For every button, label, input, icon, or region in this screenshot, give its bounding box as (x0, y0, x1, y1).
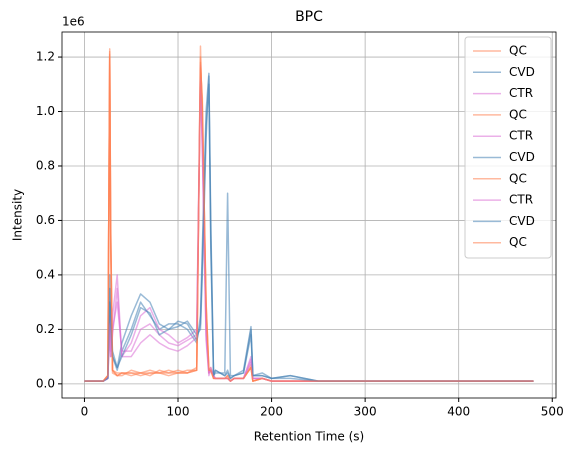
y-tick-label: 0.6 (36, 213, 55, 227)
legend-label: CTR (509, 193, 533, 207)
legend-label: CVD (509, 150, 535, 164)
x-axis-label: Retention Time (s) (254, 430, 364, 444)
legend-label: CVD (509, 65, 535, 79)
legend-label: CVD (509, 214, 535, 228)
legend-label: QC (509, 235, 527, 249)
data-line (84, 83, 534, 382)
legend-label: CTR (509, 86, 533, 100)
x-tick-label: 100 (167, 405, 190, 419)
y-tick-label: 0.4 (36, 267, 55, 281)
y-offset-label: 1e6 (62, 15, 85, 29)
y-tick-label: 0.8 (36, 158, 55, 172)
plot-frame (61, 31, 557, 399)
x-tick-label: 300 (354, 405, 377, 419)
legend-label: QC (509, 107, 527, 121)
y-tick-label: 1.0 (36, 104, 55, 118)
chart-title: BPC (295, 9, 323, 25)
x-tick-label: 200 (260, 405, 283, 419)
x-tick-label: 400 (447, 405, 470, 419)
x-tick-label: 500 (541, 405, 564, 419)
legend-label: QC (509, 44, 527, 58)
legend-label: CTR (509, 129, 533, 143)
y-tick-label: 0.2 (36, 322, 55, 336)
legend-label: QC (509, 171, 527, 185)
x-tick-label: 0 (81, 405, 89, 419)
data-line (84, 53, 534, 382)
y-tick-label: 0.0 (36, 376, 55, 390)
y-axis-label: Intensity (11, 189, 25, 241)
y-tick-label: 1.2 (36, 50, 55, 64)
legend-box (464, 36, 552, 259)
